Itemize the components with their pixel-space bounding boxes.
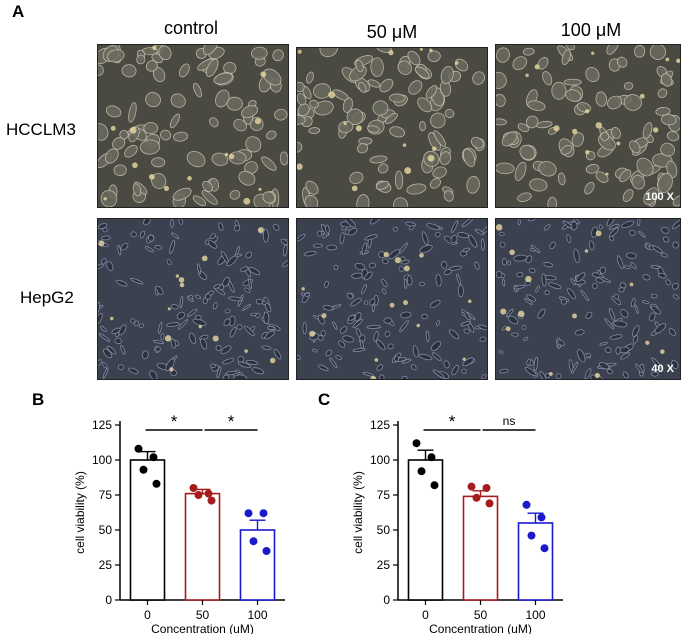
x-tick-label: 50 xyxy=(196,608,210,622)
column-label-50um: 50 μM xyxy=(366,22,418,42)
y-tick-label: 125 xyxy=(370,418,390,432)
y-tick-label: 25 xyxy=(377,558,391,572)
y-tick-label: 100 xyxy=(370,453,390,467)
data-point xyxy=(527,531,536,540)
y-axis-label: cell viability (%) xyxy=(73,471,87,554)
row-label-hcclm3: HCCLM3 xyxy=(6,120,76,139)
micrograph-hepg2-50um xyxy=(296,218,488,380)
x-axis-label: Concentration (uM) xyxy=(151,622,254,634)
y-tick-label: 100 xyxy=(92,453,112,467)
data-point xyxy=(430,481,439,490)
micrograph-hepg2-100um: 40 X xyxy=(495,218,681,380)
data-point xyxy=(244,509,253,518)
micrograph-hepg2-control xyxy=(97,218,289,380)
data-point xyxy=(152,479,161,488)
x-tick-label: 0 xyxy=(422,608,429,622)
y-tick-label: 75 xyxy=(99,488,113,502)
data-point xyxy=(482,484,491,492)
data-point xyxy=(262,547,271,555)
y-tick-label: 75 xyxy=(377,488,391,502)
bar xyxy=(462,495,499,601)
data-point xyxy=(194,491,203,499)
data-point xyxy=(412,439,421,448)
viability-chart-b: 0 25 50 75 100 125 0 50 100 * * Concentration (uM) c… xyxy=(60,395,300,636)
bar xyxy=(517,522,554,601)
column-label-control: control xyxy=(163,18,219,38)
data-point xyxy=(472,493,481,502)
y-tick-label: 0 xyxy=(105,593,112,607)
data-point xyxy=(427,453,436,462)
significance-label: * xyxy=(449,412,456,431)
panel-label-c: C xyxy=(318,390,331,409)
data-point xyxy=(259,509,268,518)
magnification-label-100x: 100 X xyxy=(645,191,674,203)
x-tick-label: 0 xyxy=(144,608,151,622)
y-tick-label: 0 xyxy=(383,593,390,607)
panel-label-a: A xyxy=(12,2,25,21)
bar xyxy=(184,492,221,601)
y-tick-label: 25 xyxy=(99,558,113,572)
x-tick-label: 50 xyxy=(474,608,488,622)
data-point xyxy=(204,489,213,498)
magnification-label-40x: 40 X xyxy=(651,363,674,375)
micrograph-hcclm3-50um xyxy=(296,47,488,208)
x-tick-label: 100 xyxy=(525,608,545,622)
x-axis-label: Concentration (uM) xyxy=(429,622,532,634)
significance-label: * xyxy=(171,412,178,431)
micrograph-hcclm3-100um: 100 X xyxy=(495,44,681,208)
data-point xyxy=(189,484,198,492)
y-tick-label: 50 xyxy=(99,523,113,537)
data-point xyxy=(134,444,143,453)
significance-label: * xyxy=(228,412,235,431)
data-point xyxy=(467,482,476,491)
data-point xyxy=(139,465,148,474)
micrograph-hcclm3-control xyxy=(97,44,289,208)
data-point xyxy=(417,467,426,476)
row-label-hepg2: HepG2 xyxy=(20,288,74,307)
y-axis-label: cell viability (%) xyxy=(351,471,365,554)
data-point xyxy=(485,499,494,508)
bar xyxy=(129,459,166,601)
data-point xyxy=(540,544,549,553)
data-point xyxy=(249,537,258,546)
x-tick-label: 100 xyxy=(247,608,267,622)
data-point xyxy=(537,513,546,522)
y-tick-label: 125 xyxy=(92,418,112,432)
data-point xyxy=(522,500,531,509)
data-point xyxy=(149,453,158,462)
significance-label: ns xyxy=(503,414,516,428)
bar xyxy=(407,459,444,601)
column-label-100um: 100 μM xyxy=(560,20,622,40)
data-point xyxy=(207,496,216,505)
panel-label-b: B xyxy=(32,390,45,409)
y-tick-label: 50 xyxy=(377,523,391,537)
viability-chart-c: 0 25 50 75 100 125 0 50 100 * ns Concentration (uM)… xyxy=(338,395,578,636)
bar xyxy=(239,529,276,601)
